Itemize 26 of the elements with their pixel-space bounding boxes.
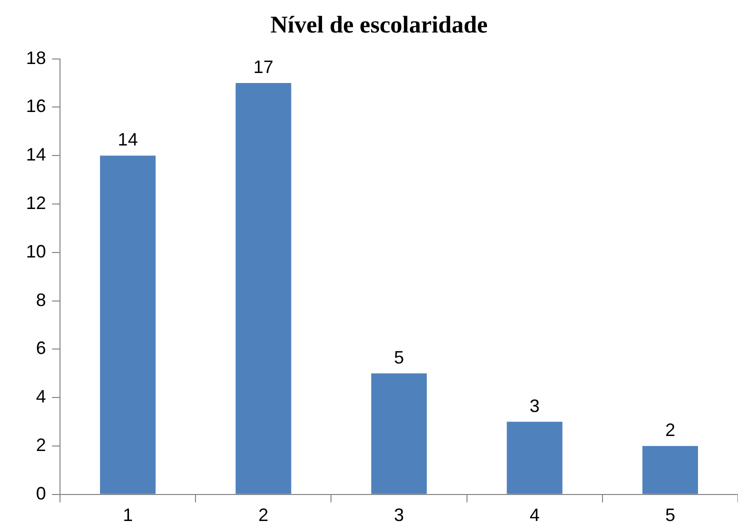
y-tick-label: 8	[36, 290, 46, 310]
chart-title: Nível de escolaridade	[270, 12, 488, 39]
data-label: 17	[253, 56, 274, 77]
y-tick-label: 6	[36, 338, 46, 358]
x-tick-label: 4	[530, 505, 540, 526]
data-label: 5	[394, 347, 404, 368]
bar	[100, 156, 156, 494]
data-label: 14	[118, 130, 138, 150]
y-tick-label: 10	[26, 241, 46, 262]
bar	[236, 83, 292, 494]
y-tick-label: 16	[26, 96, 46, 116]
y-tick-label: 2	[36, 434, 46, 455]
x-tick-label: 3	[394, 505, 404, 526]
data-label: 3	[530, 396, 540, 416]
y-tick-label: 14	[26, 144, 46, 165]
y-tick-label: 0	[36, 483, 46, 504]
bar	[506, 422, 562, 494]
x-tick-label: 5	[665, 505, 676, 526]
x-tick-label: 2	[258, 505, 268, 526]
y-tick-label: 4	[36, 386, 46, 407]
y-tick-label: 18	[26, 48, 46, 68]
data-label: 2	[665, 420, 676, 440]
bar	[642, 446, 698, 494]
x-tick-label: 1	[122, 505, 133, 526]
y-tick-label: 12	[26, 192, 46, 213]
bar	[371, 373, 427, 494]
